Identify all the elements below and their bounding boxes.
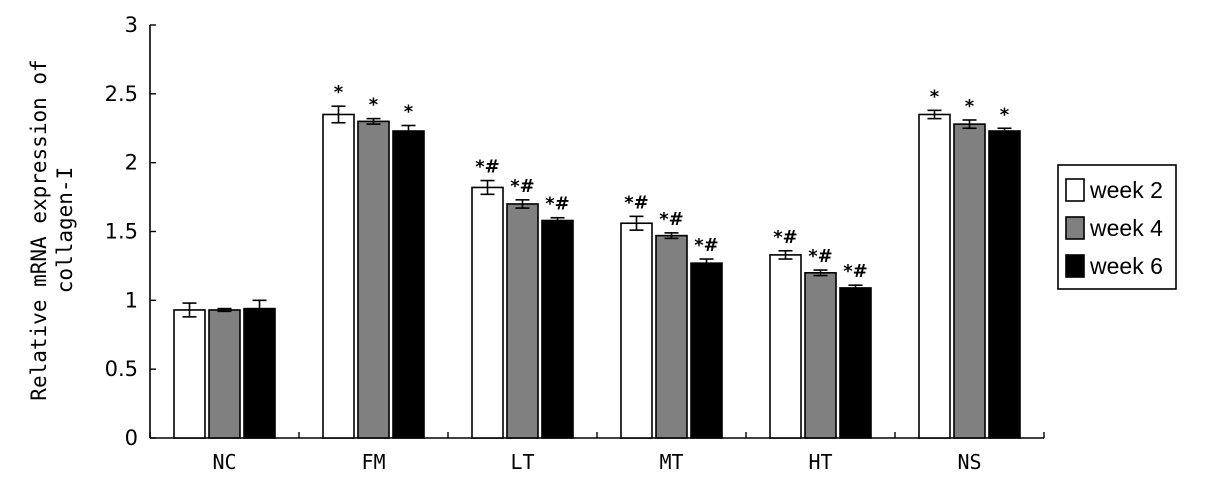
bar <box>953 123 986 439</box>
significance-label: *# <box>624 192 649 213</box>
y-tick-label: 3 <box>125 13 138 37</box>
significance-label: * <box>965 96 975 117</box>
bar <box>357 120 390 439</box>
significance-label: * <box>930 86 940 107</box>
bar <box>690 262 723 439</box>
bar <box>918 113 951 439</box>
x-tick-label: LT <box>510 450 534 474</box>
x-tick-label: HT <box>808 450 832 474</box>
legend: week 2 week 4 week 6 <box>1057 164 1177 290</box>
bar <box>392 130 425 439</box>
significance-label: *# <box>510 176 535 197</box>
bar <box>243 307 276 439</box>
significance-label: * <box>404 101 414 122</box>
y-tick-label: 0.5 <box>105 357 138 381</box>
bar <box>173 309 206 439</box>
legend-label: week 4 <box>1089 215 1163 241</box>
bar <box>655 234 688 439</box>
y-tick-label: 1 <box>125 288 138 312</box>
legend-swatch <box>1065 178 1085 202</box>
significance-label: *# <box>545 194 570 215</box>
bar <box>322 113 355 439</box>
significance-label: *# <box>694 235 719 256</box>
significance-label: *# <box>475 157 500 178</box>
significance-label: * <box>334 82 344 103</box>
plot-area: 0 0.5 1 1.5 2 2.5 3 NC FM * * * LT *# *# *# MT *# *# *# HT *#… <box>105 13 1045 474</box>
y-tick-label: 1.5 <box>105 220 138 244</box>
legend-label: week 2 <box>1089 177 1163 203</box>
bar <box>620 222 653 439</box>
x-tick-label: FM <box>361 450 385 474</box>
y-tick-label: 2 <box>125 151 138 175</box>
significance-label: *# <box>843 261 868 282</box>
legend-label: week 6 <box>1089 253 1163 279</box>
x-tick-label: NS <box>957 450 981 474</box>
y-axis-label-line-1: Relative mRNA expression of <box>27 59 51 400</box>
bar <box>471 186 504 439</box>
bar <box>506 203 539 439</box>
bar <box>804 271 837 439</box>
x-tick-label: MT <box>659 450 683 474</box>
significance-label: *# <box>773 227 798 248</box>
bar <box>769 254 802 439</box>
bar <box>988 130 1021 439</box>
bar <box>541 219 574 439</box>
y-axis-label: Relative mRNA expression of collagen-I <box>27 59 77 400</box>
significance-label: *# <box>808 246 833 267</box>
y-axis-label-line-2: collagen-I <box>53 167 77 293</box>
x-tick-label: NC <box>212 450 236 474</box>
significance-label: * <box>1000 104 1010 125</box>
significance-label: *# <box>659 209 684 230</box>
y-tick-label: 2.5 <box>105 82 138 106</box>
significance-label: * <box>369 95 379 116</box>
legend-swatch <box>1065 216 1085 240</box>
bar <box>208 309 241 439</box>
legend-swatch <box>1065 254 1085 278</box>
bar <box>839 287 872 439</box>
y-tick-label: 0 <box>125 426 138 450</box>
